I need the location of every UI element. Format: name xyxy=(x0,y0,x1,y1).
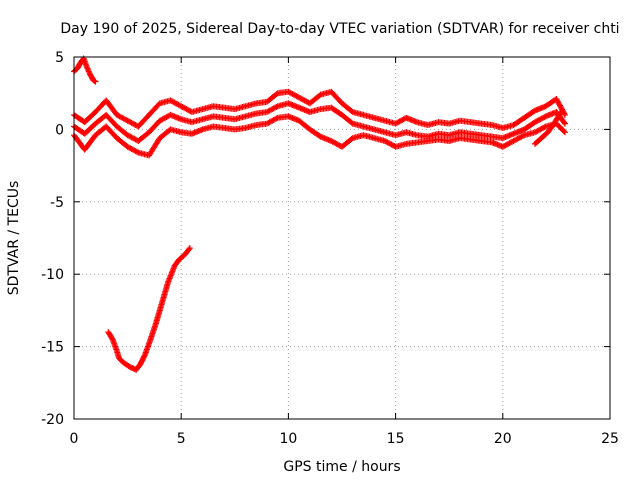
data-point xyxy=(316,92,323,99)
data-point xyxy=(186,245,193,252)
x-tick-label: 25 xyxy=(601,431,619,447)
data-point xyxy=(92,78,99,85)
y-tick-label: 0 xyxy=(55,122,64,138)
data-point xyxy=(561,120,568,127)
x-tick-label: 15 xyxy=(387,431,405,447)
data-point xyxy=(108,335,115,342)
y-tick-label: -5 xyxy=(50,195,64,211)
data-point xyxy=(91,77,98,84)
data-points xyxy=(71,55,568,373)
x-tick-labels: 0 5 10 15 20 25 xyxy=(70,431,619,447)
data-point xyxy=(348,119,355,126)
plot-frame xyxy=(73,56,611,420)
x-tick-label: 20 xyxy=(494,431,512,447)
chart-title: Day 190 of 2025, Sidereal Day-to-day VTE… xyxy=(60,21,619,37)
x-axis-label: GPS time / hours xyxy=(283,459,400,475)
x-tick-label: 5 xyxy=(177,431,186,447)
y-axis-label: SDTVAR / TECUs xyxy=(6,181,22,296)
data-point xyxy=(519,132,526,139)
data-point xyxy=(556,110,563,117)
data-point xyxy=(348,108,355,115)
y-tick-label: 5 xyxy=(55,50,64,66)
data-point xyxy=(561,129,568,136)
data-point xyxy=(273,91,280,98)
y-tick-labels: 5 0 -5 -10 -15 -20 xyxy=(41,50,64,428)
data-point xyxy=(348,136,355,143)
data-point xyxy=(133,148,140,155)
y-tick-label: -10 xyxy=(41,267,64,283)
x-tick-label: 10 xyxy=(279,431,297,447)
y-tick-label: -20 xyxy=(41,412,64,428)
y-tick-label: -15 xyxy=(41,340,64,356)
data-point xyxy=(185,246,192,253)
data-point xyxy=(561,119,568,126)
data-point xyxy=(141,353,148,360)
data-point xyxy=(541,124,548,131)
data-point xyxy=(560,128,567,135)
data-point xyxy=(557,109,564,116)
data-point xyxy=(561,111,568,118)
x-tick-label: 0 xyxy=(70,431,79,447)
data-point xyxy=(273,115,280,122)
data-point xyxy=(273,103,280,110)
data-point xyxy=(541,114,548,121)
